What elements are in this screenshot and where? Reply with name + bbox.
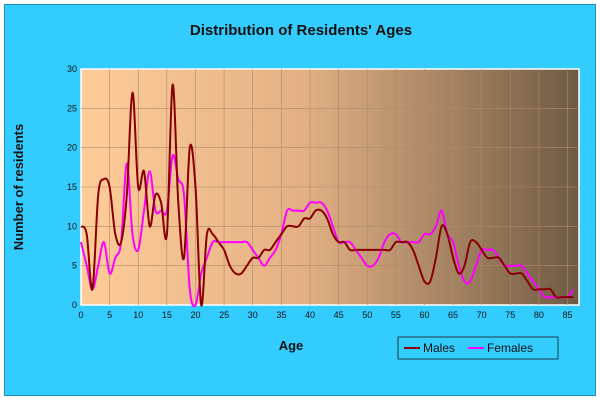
y-tick-label: 0: [72, 300, 77, 310]
y-tick-label: 10: [67, 221, 77, 231]
x-tick-label: 5: [107, 310, 112, 320]
x-tick-label: 60: [419, 310, 429, 320]
x-tick-label: 65: [448, 310, 458, 320]
series-line-males: [80, 83, 574, 307]
x-tick-label: 45: [334, 310, 344, 320]
x-tick-label: 75: [505, 310, 515, 320]
y-tick-label: 5: [72, 261, 77, 271]
x-tick-label: 30: [248, 310, 258, 320]
x-tick-label: 25: [219, 310, 229, 320]
chart-title: Distribution of Residents' Ages: [190, 22, 412, 39]
y-tick-label: 25: [67, 103, 77, 113]
y-tick-label: 20: [67, 143, 77, 153]
x-tick-label: 0: [78, 310, 83, 320]
x-tick-label: 85: [563, 310, 573, 320]
y-axis-title: Number of residents: [11, 124, 26, 250]
legend-label-females: Females: [487, 341, 533, 355]
x-tick-label: 40: [305, 310, 315, 320]
x-tick-label: 15: [162, 310, 172, 320]
legend-box: [397, 336, 559, 360]
x-tick-label: 10: [133, 310, 143, 320]
legend: Males Females: [397, 336, 559, 360]
x-tick-label: 80: [534, 310, 544, 320]
x-tick-label: 35: [276, 310, 286, 320]
y-tick-label: 15: [67, 182, 77, 192]
series-lines: [80, 83, 575, 308]
x-tick-label: 50: [362, 310, 372, 320]
x-tick-label: 55: [391, 310, 401, 320]
x-tick-label: 70: [477, 310, 487, 320]
legend-label-males: Males: [423, 341, 455, 355]
y-tick-label: 30: [67, 64, 77, 74]
x-axis-title: Age: [279, 338, 304, 353]
x-tick-label: 20: [190, 310, 200, 320]
chart-svg: Distribution of Residents' Ages 0 5 10 15 20…: [11, 22, 580, 360]
tick-labels: 0 5 10 15 20 25 30 35 40 45 50 55 60 65 70 75 80 85 0 5 10 15…: [67, 64, 573, 320]
chart-frame: Distribution of Residents' Ages 0 5 10 15 20…: [4, 4, 596, 396]
